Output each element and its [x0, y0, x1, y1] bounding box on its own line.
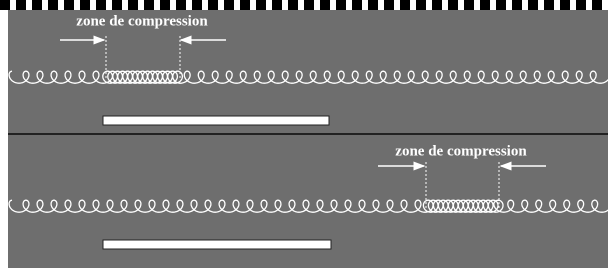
zone-label: zone de compression: [395, 143, 527, 159]
diagram: zone de compression zone de compression: [0, 0, 608, 270]
zone-label: zone de compression: [76, 13, 208, 29]
bar: [103, 240, 331, 249]
page: zone de compression zone de compression …: [0, 0, 608, 270]
bar: [103, 116, 329, 125]
top-border: [0, 0, 608, 10]
